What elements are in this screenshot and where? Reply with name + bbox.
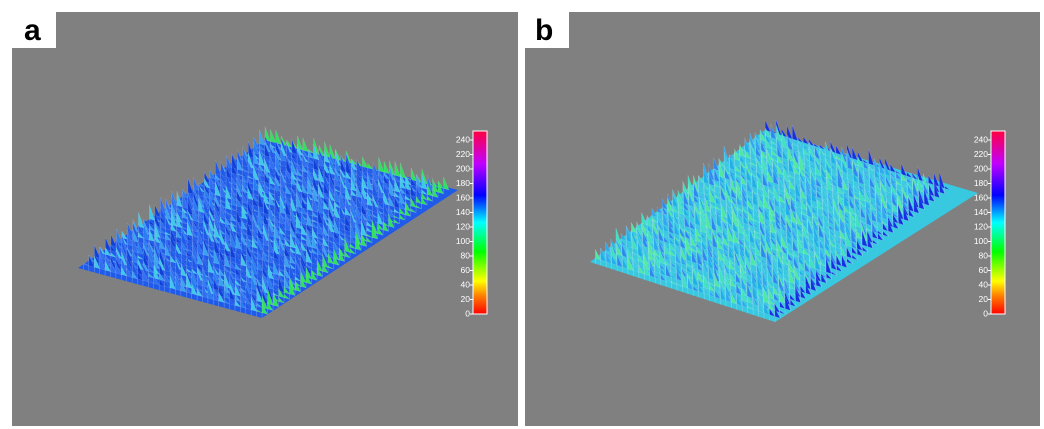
colorbar-tick-label: 140 bbox=[974, 207, 988, 217]
colorbar-tick-label: 180 bbox=[974, 178, 988, 188]
colorbar-tick-label: 180 bbox=[456, 178, 470, 188]
label-box bbox=[525, 12, 569, 48]
colorbar-tick-label: 40 bbox=[979, 279, 989, 289]
colorbar-tick-label: 120 bbox=[974, 221, 988, 231]
colorbar-tick-label: 200 bbox=[974, 163, 988, 173]
colorbar-tick-label: 80 bbox=[461, 250, 471, 260]
colorbar-tick-label: 140 bbox=[456, 207, 470, 217]
colorbar-tick-label: 220 bbox=[974, 149, 988, 159]
colorbar-tick-label: 0 bbox=[465, 308, 470, 318]
panel-b: b 0 20 40 60 80 100 120 140 160 180 200 220 240 bbox=[525, 12, 1040, 426]
colorbar-tick-label: 160 bbox=[974, 192, 988, 202]
colorbar-tick-label: 60 bbox=[461, 265, 471, 275]
panel-label: b bbox=[535, 14, 553, 47]
colorbar-tick-label: 240 bbox=[974, 134, 988, 144]
colorbar-tick-label: 160 bbox=[456, 192, 470, 202]
surface-spike bbox=[944, 185, 951, 194]
colorbar-tick-label: 100 bbox=[456, 236, 470, 246]
colorbar-tick-label: 60 bbox=[979, 265, 989, 275]
panel-a: a 0 20 40 60 80 100 120 140 160 180 200 220 240 bbox=[12, 12, 518, 426]
colorbar bbox=[990, 130, 1006, 315]
colorbar-tick-label: 200 bbox=[456, 163, 470, 173]
colorbar-tick-label: 120 bbox=[456, 221, 470, 231]
panel-label: a bbox=[24, 14, 41, 47]
colorbar bbox=[472, 130, 488, 315]
colorbar-tick-label: 100 bbox=[974, 236, 988, 246]
label-box bbox=[12, 12, 56, 48]
colorbar-tick-label: 20 bbox=[461, 294, 471, 304]
colorbar-tick-label: 240 bbox=[456, 134, 470, 144]
surface-spike bbox=[443, 176, 450, 194]
colorbar-tick-label: 20 bbox=[979, 294, 989, 304]
colorbar-tick-label: 80 bbox=[979, 250, 989, 260]
colorbar-tick-label: 220 bbox=[456, 149, 470, 159]
colorbar-tick-label: 40 bbox=[461, 279, 471, 289]
colorbar-tick-label: 0 bbox=[983, 308, 988, 318]
